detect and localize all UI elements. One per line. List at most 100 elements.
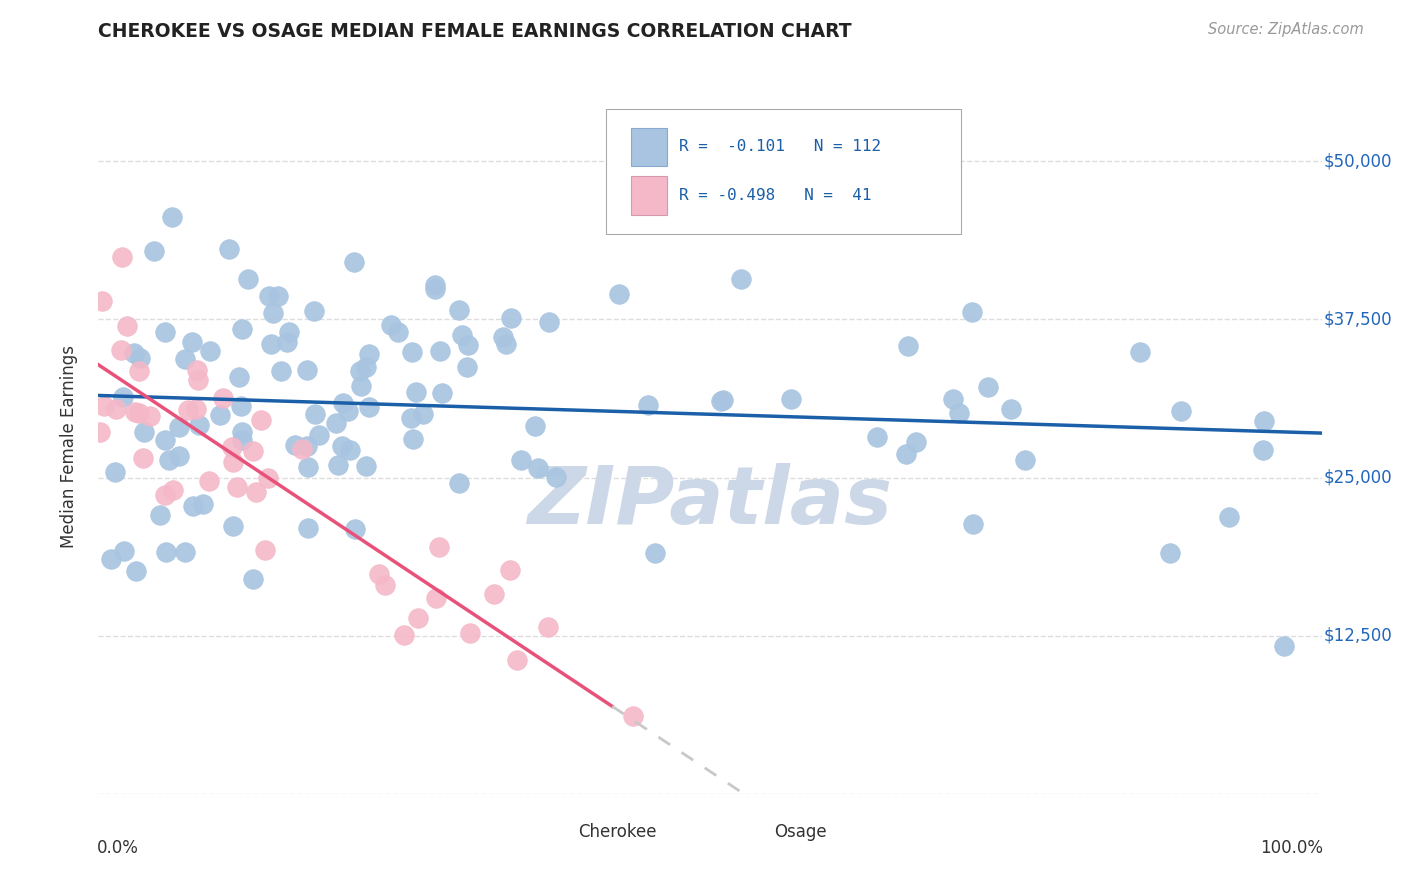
Point	[1014, 453, 1036, 467]
Point	[368, 567, 391, 582]
Point	[278, 325, 301, 339]
Point	[1000, 402, 1022, 417]
Point	[222, 455, 245, 469]
Point	[343, 254, 366, 268]
Point	[425, 282, 447, 296]
Point	[153, 326, 176, 340]
Point	[128, 351, 150, 365]
Point	[405, 384, 427, 399]
Point	[350, 379, 373, 393]
Point	[256, 471, 278, 485]
Point	[458, 626, 481, 640]
Point	[162, 483, 184, 497]
Point	[544, 469, 567, 483]
Point	[896, 447, 918, 461]
Point	[100, 552, 122, 566]
Point	[339, 443, 361, 458]
Point	[354, 458, 377, 473]
Point	[167, 420, 190, 434]
Text: 0.0%: 0.0%	[97, 839, 139, 857]
Point	[730, 272, 752, 286]
Point	[425, 277, 447, 292]
Point	[491, 329, 513, 343]
Point	[457, 338, 479, 352]
Point	[284, 438, 307, 452]
Point	[257, 289, 280, 303]
Point	[270, 364, 292, 378]
Point	[412, 407, 434, 421]
Point	[1170, 404, 1192, 418]
Point	[509, 453, 531, 467]
Point	[167, 450, 190, 464]
Point	[221, 441, 243, 455]
Point	[710, 394, 733, 409]
Text: R = -0.498   N =  41: R = -0.498 N = 41	[679, 188, 872, 203]
Point	[155, 544, 177, 558]
Point	[218, 242, 240, 256]
Point	[711, 392, 734, 407]
Point	[290, 442, 312, 456]
Point	[254, 542, 277, 557]
Point	[226, 480, 249, 494]
Point	[429, 343, 451, 358]
Point	[112, 390, 135, 404]
Text: CHEROKEE VS OSAGE MEDIAN FEMALE EARNINGS CORRELATION CHART: CHEROKEE VS OSAGE MEDIAN FEMALE EARNINGS…	[98, 22, 852, 41]
Bar	[630, 177, 668, 215]
Text: R =  -0.101   N = 112: R = -0.101 N = 112	[679, 139, 882, 154]
Point	[238, 272, 260, 286]
Point	[177, 402, 200, 417]
Point	[337, 404, 360, 418]
Point	[104, 465, 127, 479]
Point	[1272, 640, 1295, 654]
Point	[506, 653, 529, 667]
Point	[644, 546, 666, 560]
Point	[332, 396, 354, 410]
Point	[406, 611, 429, 625]
Point	[198, 475, 221, 489]
Point	[456, 360, 478, 375]
Point	[174, 351, 197, 366]
Text: $12,500: $12,500	[1324, 627, 1393, 645]
Bar	[630, 128, 668, 166]
Point	[962, 516, 984, 531]
Point	[111, 250, 134, 264]
Point	[866, 430, 889, 444]
Point	[231, 399, 253, 413]
Point	[607, 286, 630, 301]
Point	[357, 347, 380, 361]
Point	[330, 439, 353, 453]
Point	[621, 709, 644, 723]
Point	[359, 400, 381, 414]
Point	[960, 305, 983, 319]
Point	[187, 374, 209, 388]
Point	[128, 406, 150, 420]
Point	[295, 439, 318, 453]
Point	[523, 419, 546, 434]
Point	[157, 453, 180, 467]
Point	[228, 370, 250, 384]
Point	[349, 364, 371, 378]
Point	[242, 443, 264, 458]
Point	[302, 303, 325, 318]
Point	[526, 461, 548, 475]
Point	[328, 458, 350, 473]
Point	[262, 306, 284, 320]
Point	[208, 409, 231, 423]
Point	[245, 485, 267, 500]
Point	[343, 522, 366, 536]
Point	[484, 587, 506, 601]
Point	[132, 425, 155, 439]
Point	[537, 316, 560, 330]
Point	[231, 425, 253, 440]
Point	[297, 521, 319, 535]
Point	[212, 391, 235, 405]
Point	[124, 405, 146, 419]
Point	[948, 406, 970, 420]
Point	[242, 572, 264, 586]
Point	[181, 334, 204, 349]
Point	[780, 392, 803, 406]
Text: Osage: Osage	[773, 823, 827, 841]
Point	[942, 392, 965, 407]
Text: ZIPatlas: ZIPatlas	[527, 463, 893, 541]
Point	[308, 427, 330, 442]
